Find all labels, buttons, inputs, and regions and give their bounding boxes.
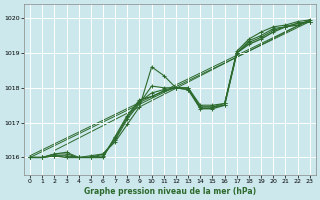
X-axis label: Graphe pression niveau de la mer (hPa): Graphe pression niveau de la mer (hPa): [84, 187, 256, 196]
